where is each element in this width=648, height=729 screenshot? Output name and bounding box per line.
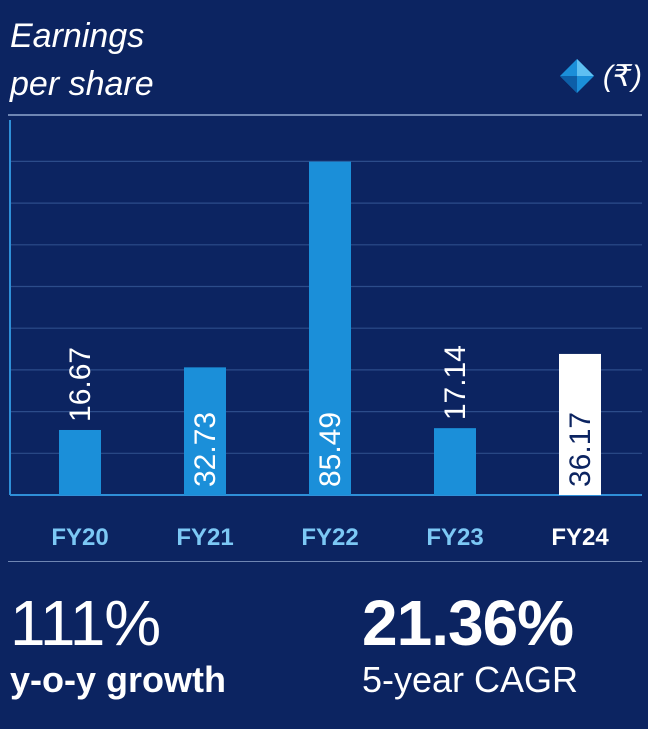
bar-fy20 <box>59 429 101 495</box>
cagr-stat-label: 5-year CAGR <box>362 659 579 700</box>
x-tick-label: FY20 <box>51 524 108 551</box>
eps-bar-chart: 16.67 FY20 32.73 FY21 85.49 FY22 17.14 FY23 36.1… <box>9 120 642 551</box>
unit-indicator: (₹) <box>559 56 642 96</box>
x-tick-label: FY21 <box>176 524 233 551</box>
bar-value-label: 32.73 <box>189 412 222 487</box>
bar-fy23 <box>434 428 476 495</box>
growth-stat-label: y-o-y growth <box>10 659 226 700</box>
x-tick-label: FY24 <box>551 524 609 551</box>
chart-title-line1: Earnings <box>10 17 145 55</box>
growth-stat-value: 111% <box>10 587 161 659</box>
bar-value-label: 17.14 <box>439 345 472 420</box>
top-divider <box>8 114 642 116</box>
bar-value-label: 85.49 <box>314 412 347 487</box>
diamond-logo-icon <box>559 59 594 93</box>
bar-fy21 <box>184 367 226 495</box>
x-tick-label: FY22 <box>301 524 358 551</box>
x-tick-label: FY23 <box>426 524 483 551</box>
chart-title-line2: per share <box>10 65 154 103</box>
bar-value-label: 36.17 <box>564 412 597 487</box>
bar-fy22 <box>309 161 351 496</box>
chart-title: Earnings per share <box>10 12 154 108</box>
bar-fy24 <box>559 353 601 495</box>
cagr-stat-value: 21.36% <box>362 587 574 659</box>
cagr-stat: 21.36% 5-year CAGR <box>362 588 578 702</box>
unit-label: (₹) <box>602 59 642 93</box>
bottom-divider <box>8 561 642 562</box>
growth-stat: 111% y-o-y growth <box>10 588 226 702</box>
bar-value-label: 16.67 <box>64 347 97 422</box>
